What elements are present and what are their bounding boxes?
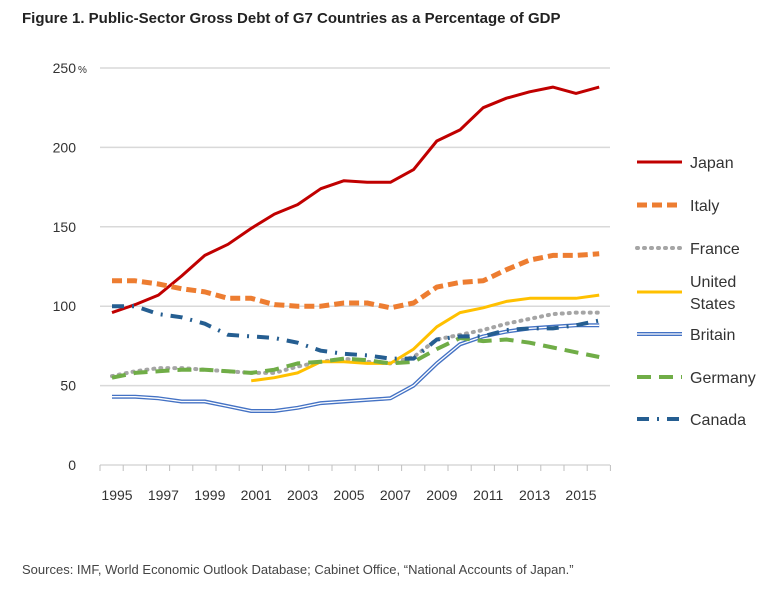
x-tick-label: 1995	[101, 487, 132, 503]
legend-label-united-states-line: States	[690, 296, 735, 313]
legend-label-japan: Japan	[690, 155, 734, 172]
y-unit-label: %	[78, 65, 87, 76]
x-tick-label: 2011	[473, 487, 503, 503]
x-tick-label: 1999	[194, 487, 225, 503]
y-tick-label: 200	[53, 139, 77, 155]
chart-title: Figure 1. Public-Sector Gross Debt of G7…	[22, 10, 561, 27]
y-tick-label: 150	[53, 219, 77, 235]
series-line-italy	[112, 251, 600, 311]
series-line-united-states	[251, 293, 600, 383]
legend-label-italy: Italy	[690, 198, 719, 215]
legend-label-france: France	[690, 241, 740, 258]
legend-label-united-states-line: United	[690, 274, 736, 291]
series-line-canada	[112, 304, 600, 361]
x-tick-label: 2003	[287, 487, 318, 503]
x-tick-label: 2013	[519, 487, 550, 503]
legend-label-canada: Canada	[690, 412, 746, 429]
y-tick-label: 250	[53, 60, 77, 76]
series-line-france	[110, 310, 602, 379]
x-tick-label: 2007	[380, 487, 411, 503]
x-tick-label: 1997	[148, 487, 179, 503]
series-line-japan	[111, 85, 600, 315]
y-tick-label: 50	[60, 378, 76, 394]
series-line-germany	[111, 336, 600, 380]
x-tick-label: 2005	[333, 487, 364, 503]
legend-label-germany: Germany	[690, 370, 756, 387]
y-tick-label: 100	[53, 298, 77, 314]
legend-label-britain: Britain	[690, 327, 735, 344]
source-note: Sources: IMF, World Economic Outlook Dat…	[22, 562, 574, 577]
x-tick-label: 2015	[565, 487, 596, 503]
x-tick-label: 2001	[241, 487, 272, 503]
x-tick-label: 2009	[426, 487, 457, 503]
y-tick-label: 0	[68, 457, 76, 473]
